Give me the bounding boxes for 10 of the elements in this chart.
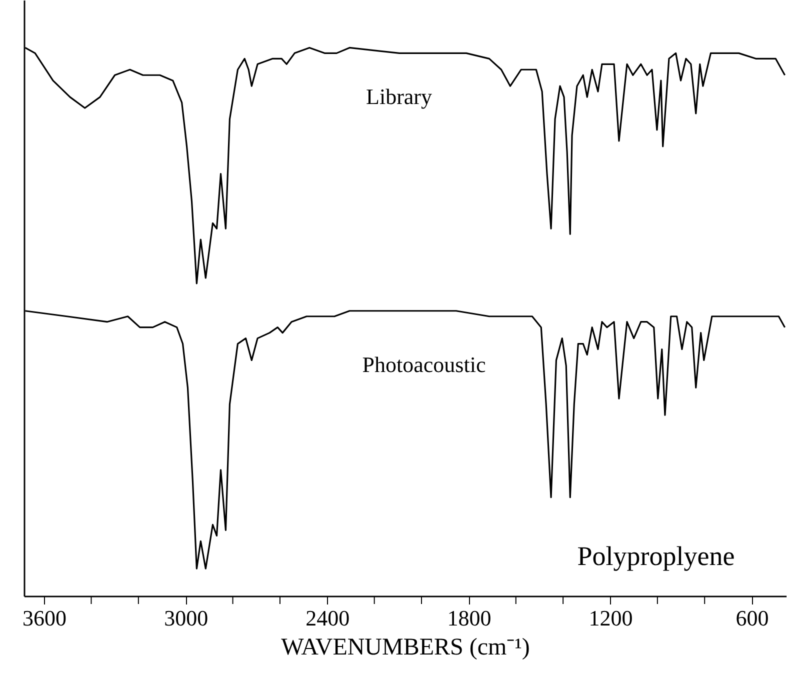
x-tick-label: 600: [736, 606, 769, 630]
x-tick-label: 3600: [22, 606, 67, 630]
x-tick-label: 2400: [306, 606, 350, 630]
annotation: Polyproplyene: [577, 541, 735, 571]
x-tick-label: 1200: [588, 606, 633, 630]
x-tick-label: 1800: [447, 606, 492, 630]
x-tick-label: 3000: [164, 606, 208, 630]
series-label: Library: [366, 84, 432, 109]
series-label: Photoacoustic: [362, 352, 486, 377]
x-axis-title: WAVENUMBERS (cm⁻¹): [281, 634, 530, 660]
